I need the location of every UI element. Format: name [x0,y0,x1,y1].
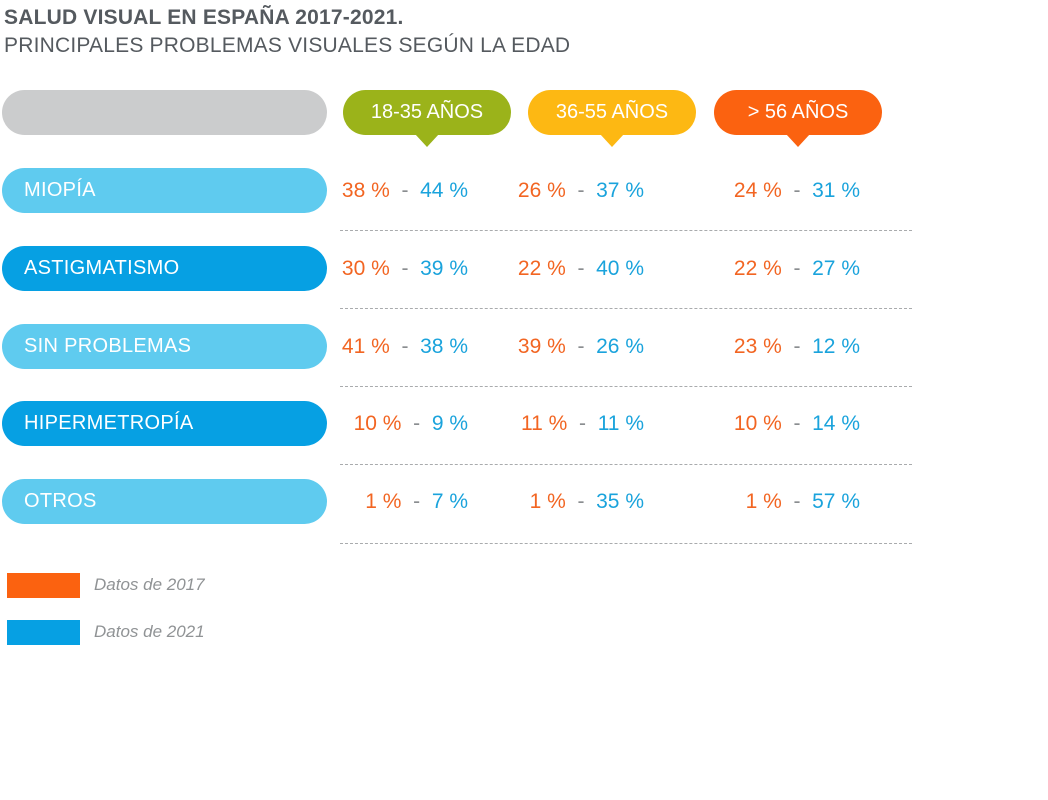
value-2021: 40 % [596,257,644,280]
row-divider [340,230,912,231]
value-2017: 22 % [733,257,782,280]
legend-label: Datos de 2021 [94,622,205,641]
value-2021: 35 % [596,490,644,513]
row-divider [340,308,912,309]
value-separator: - [407,412,426,435]
value-separator: - [571,490,591,513]
value-2021: 12 % [812,335,860,358]
value-2017: 24 % [733,179,782,202]
value-separator: - [787,179,807,202]
value-separator: - [395,257,415,280]
category-pill: OTROS [2,479,327,524]
category-pill: ASTIGMATISMO [2,246,327,291]
value-2017: 22 % [517,257,566,280]
value-2021: 57 % [812,490,860,513]
value-separator: - [787,490,807,513]
value-cell: 24 % - 31 % [734,176,860,206]
legend-swatch [7,620,80,645]
value-2021: 38 % [420,335,468,358]
age-group-pill: > 56 AÑOS [714,90,882,147]
value-2021: 31 % [812,179,860,202]
legend-label: Datos de 2017 [94,575,205,594]
value-2017: 11 % [521,412,568,435]
value-cell: 41 % - 38 % [342,332,468,362]
value-2021: 11 % [597,412,644,435]
row-divider [340,543,912,544]
value-separator: - [787,257,807,280]
value-2021: 7 % [431,490,468,513]
chart-subtitle: PRINCIPALES PROBLEMAS VISUALES SEGÚN LA … [4,34,571,57]
value-2021: 14 % [812,412,860,435]
value-2021: 9 % [431,412,468,435]
age-group-pill: 36-55 AÑOS [528,90,696,147]
value-2017: 1 % [365,490,402,513]
value-2017: 41 % [341,335,390,358]
value-cell: 1 % - 57 % [746,487,860,517]
value-cell: 22 % - 27 % [734,254,860,284]
value-cell: 23 % - 12 % [734,332,860,362]
value-cell: 10 % - 14 % [734,409,860,439]
value-separator: - [395,179,415,202]
value-separator: - [573,412,592,435]
chart-title: SALUD VISUAL EN ESPAÑA 2017-2021. [4,6,404,29]
value-2017: 10 % [353,412,402,435]
value-2017: 23 % [733,335,782,358]
value-separator: - [787,412,807,435]
age-group-pill: 18-35 AÑOS [343,90,511,147]
value-2017: 10 % [733,412,782,435]
value-cell: 1 % - 35 % [530,487,644,517]
value-2017: 38 % [341,179,390,202]
value-separator: - [571,257,591,280]
category-pill: MIOPÍA [2,168,327,213]
value-2017: 1 % [529,490,566,513]
value-2021: 27 % [812,257,860,280]
value-separator: - [571,179,591,202]
value-2021: 37 % [596,179,644,202]
value-2017: 30 % [341,257,390,280]
row-divider [340,386,912,387]
category-pill: HIPERMETROPÍA [2,401,327,446]
value-cell: 39 % - 26 % [518,332,644,362]
header-blank-pill [2,90,327,135]
value-cell: 26 % - 37 % [518,176,644,206]
value-2017: 1 % [745,490,782,513]
value-separator: - [787,335,807,358]
value-separator: - [571,335,591,358]
row-divider [340,464,912,465]
value-separator: - [395,335,415,358]
value-2021: 44 % [420,179,468,202]
value-cell: 11 % - 11 % [521,409,644,439]
value-2017: 26 % [517,179,566,202]
value-cell: 10 % - 9 % [354,409,468,439]
value-2021: 39 % [420,257,468,280]
value-separator: - [407,490,426,513]
value-2017: 39 % [517,335,566,358]
legend-swatch [7,573,80,598]
category-pill: SIN PROBLEMAS [2,324,327,369]
value-cell: 1 % - 7 % [365,487,468,517]
value-cell: 38 % - 44 % [342,176,468,206]
value-cell: 22 % - 40 % [518,254,644,284]
value-cell: 30 % - 39 % [342,254,468,284]
value-2021: 26 % [596,335,644,358]
